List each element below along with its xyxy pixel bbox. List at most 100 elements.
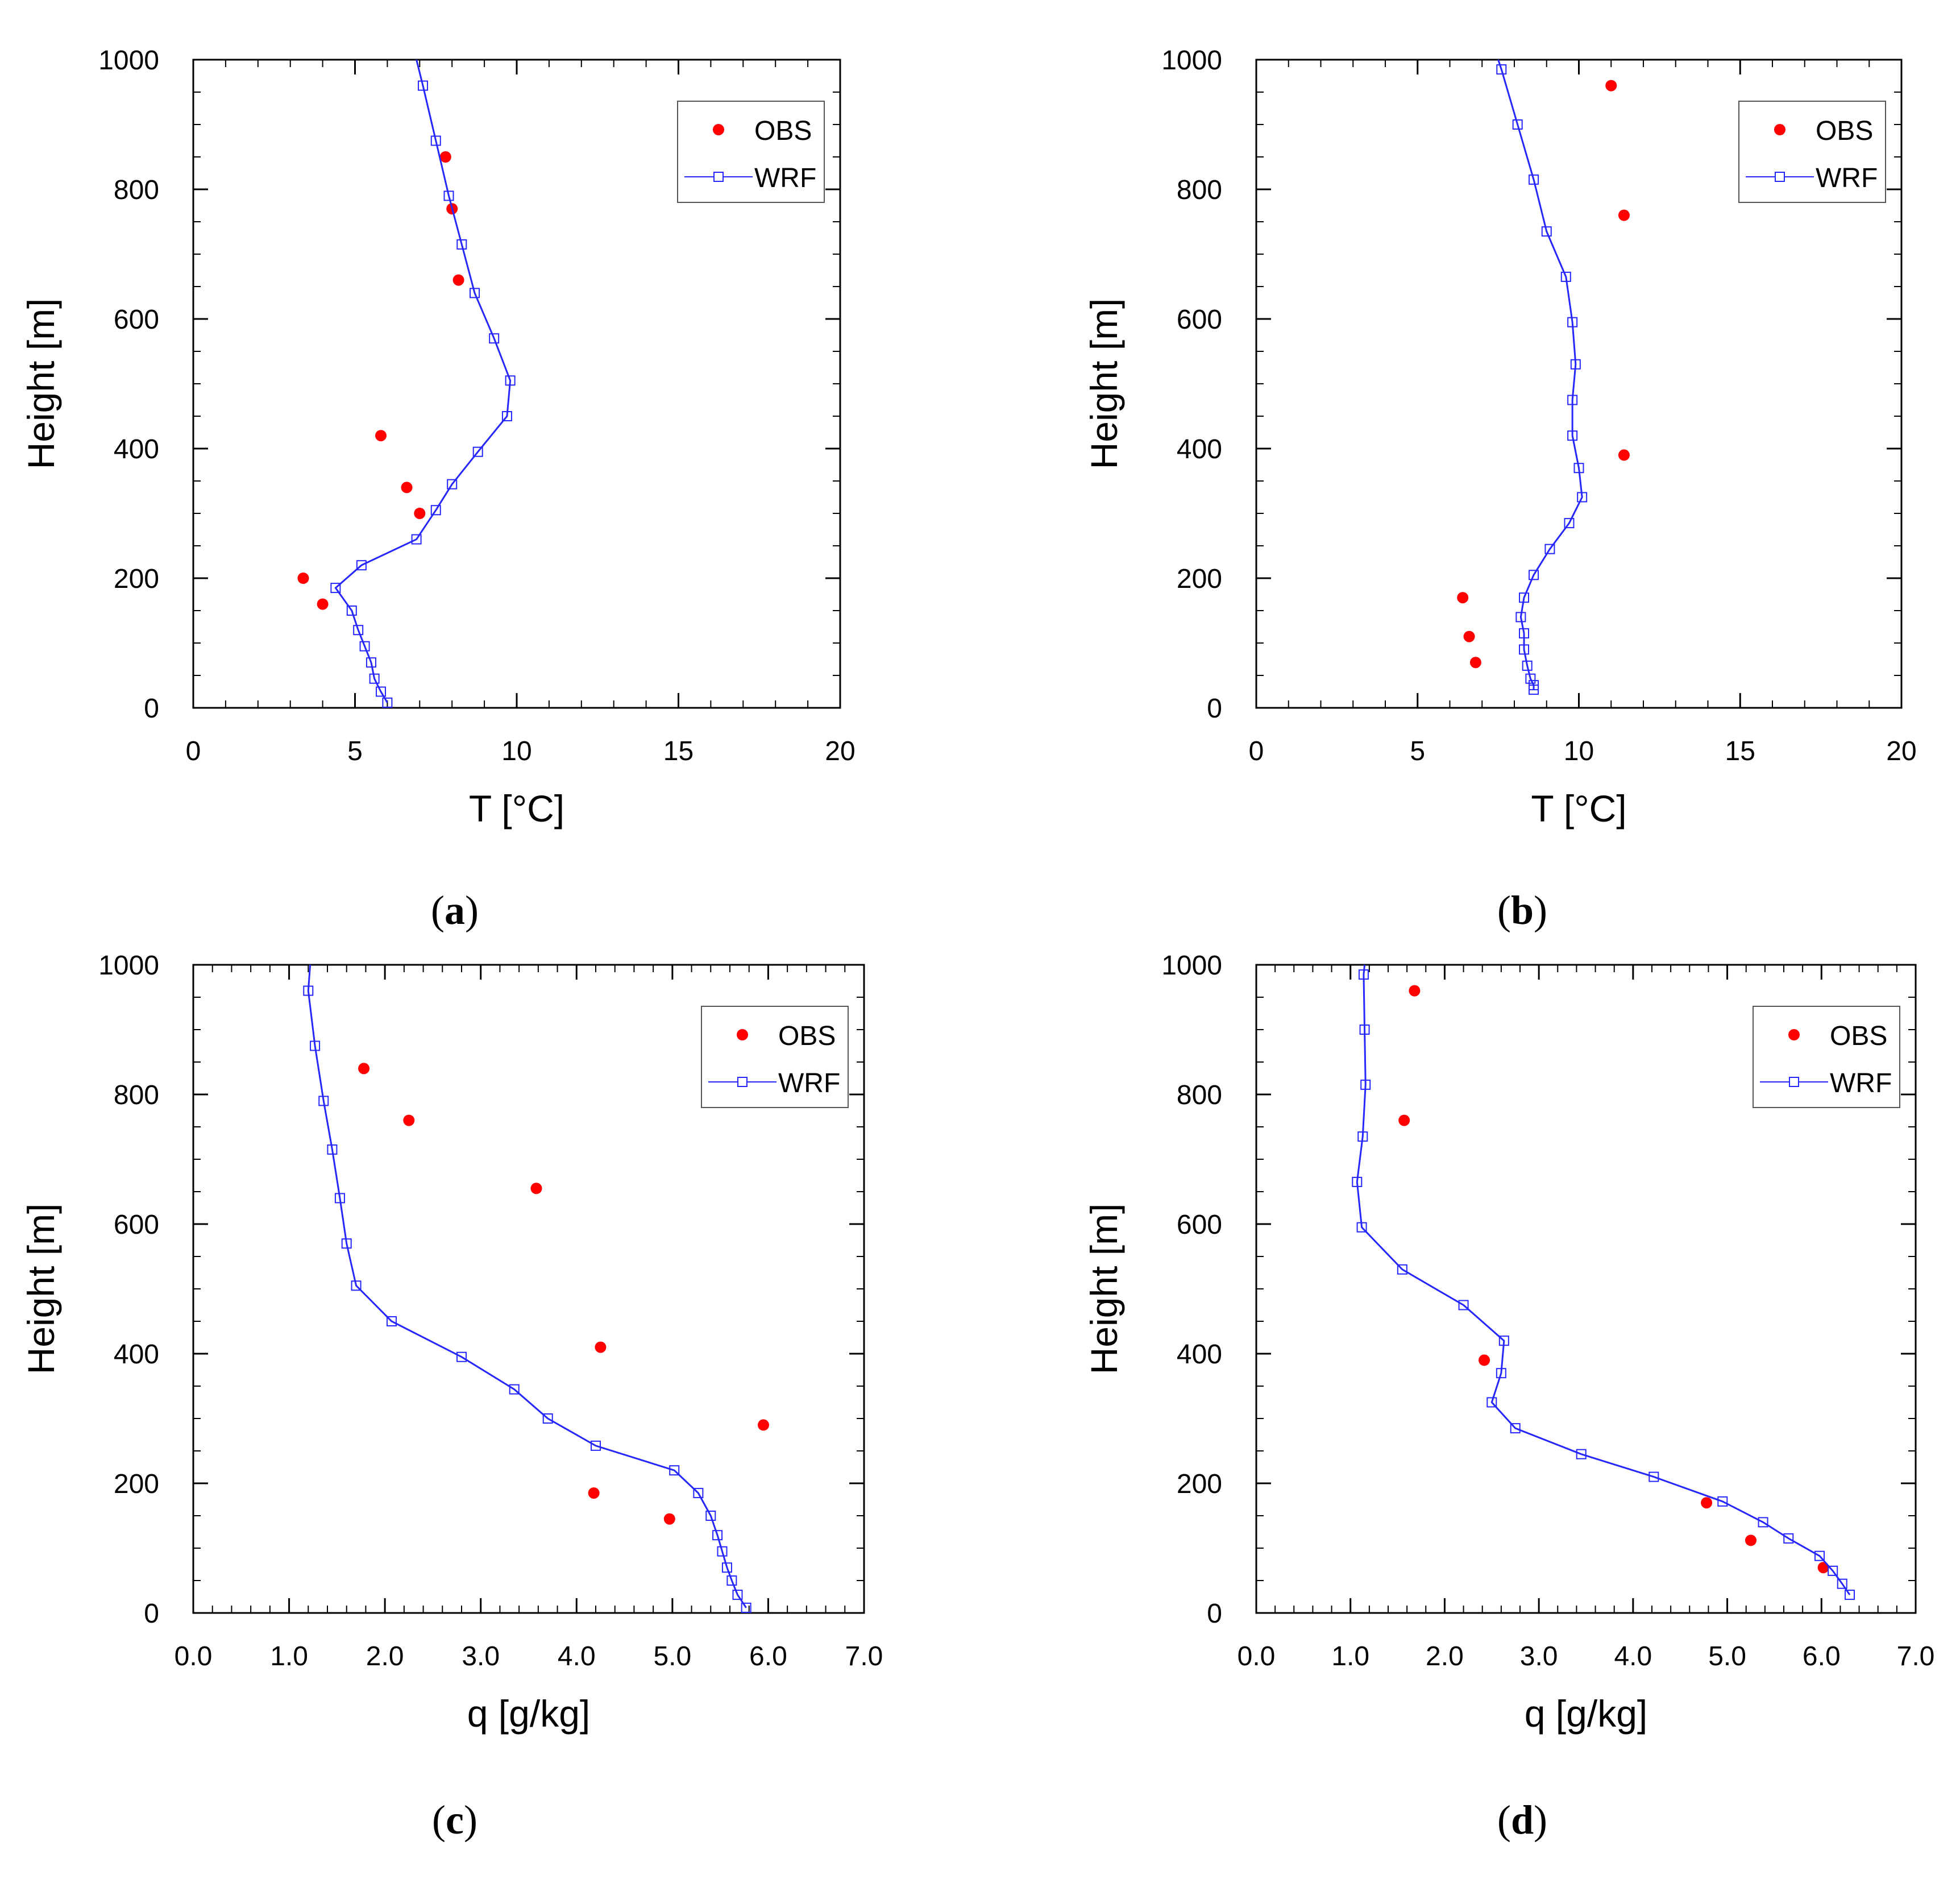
wrf-marker [330,583,341,594]
wrf-marker [1576,1449,1587,1459]
wrf-marker [1577,492,1588,503]
wrf-marker [489,333,500,344]
wrf-marker [334,1193,345,1204]
panel-d: 0.0 1.0 2.0 3.0 4.0 5.0 6.0 7.0 0 200 400 600 800 100… [1083,951,1934,1843]
x-tick-label: 5.0 [653,1641,691,1672]
obs-point [1701,1497,1713,1509]
x-tick-label: 15 [1725,736,1755,766]
x-tick-label: 7.0 [1897,1641,1935,1672]
panel-label-close: ) [464,1797,477,1843]
wrf-marker [310,1040,321,1051]
panel-c: 0.0 1.0 2.0 3.0 4.0 5.0 6.0 7.0 0 200 400 600 800 100… [20,951,883,1843]
wrf-marker [717,1546,728,1557]
panel-label: (c) [432,1797,477,1843]
wrf-marker [1496,64,1507,75]
wrf-marker [356,560,367,571]
wrf-marker [1567,430,1578,441]
wrf-marker [1758,1517,1768,1528]
panel-label: (a) [431,887,479,933]
legend-wrf-marker [1775,172,1785,182]
obs-point [317,598,329,610]
wrf-marker [712,1530,723,1541]
wrf-marker [411,534,422,545]
wrf-marker [721,1562,732,1573]
obs-point [1469,657,1481,669]
wrf-marker [369,673,380,684]
legend-wrf-marker [1789,1077,1799,1087]
wrf-marker [1486,1397,1497,1408]
obs-point [1817,1562,1829,1574]
x-tick-label: 20 [825,736,855,766]
wrf-marker [366,657,376,668]
wrf-marker [509,1384,520,1395]
obs-point [297,573,309,584]
y-tick-label: 600 [1177,305,1222,335]
obs-point [758,1419,769,1431]
x-tick-label: 2.0 [366,1641,404,1672]
obs-point [1745,1534,1756,1546]
y-tick-label: 0 [1207,1599,1222,1629]
legend-obs-marker [737,1029,748,1040]
wrf-marker [1814,1550,1825,1561]
wrf-marker [1529,570,1539,580]
legend-box [677,101,825,203]
obs-point [401,482,413,493]
panel-label-letter: a [445,887,465,933]
obs-point [1463,631,1475,642]
y-tick-label: 400 [114,1339,159,1370]
wrf-marker [417,80,428,91]
wrf-marker [1512,119,1523,130]
obs-point [530,1183,542,1194]
wrf-marker [1564,518,1575,529]
legend-obs-label: OBS [778,1021,836,1051]
wrf-marker [705,1511,716,1521]
wrf-marker [1519,644,1530,655]
wrf-marker [318,1096,329,1106]
x-axis-label: q [g/kg] [1525,1693,1647,1735]
obs-point [439,151,451,163]
panel-label-close: ) [1534,887,1547,933]
y-tick-label: 1000 [98,45,159,76]
y-tick-label: 800 [114,1080,159,1110]
legend-obs-label: OBS [754,116,812,146]
obs-point [358,1063,370,1075]
wrf-marker [1352,1176,1363,1187]
x-tick-label: 1.0 [270,1641,308,1672]
wrf-marker [1560,271,1571,282]
panel-label-open: ( [431,887,445,933]
x-tick-label: 7.0 [845,1641,883,1672]
x-tick-label: 3.0 [1520,1641,1558,1672]
obs-point [1605,80,1617,92]
y-axis-label: Height [m] [20,1204,62,1375]
wrf-marker [1496,1368,1506,1379]
legend-wrf-marker [737,1077,748,1087]
wrf-marker [1573,463,1584,474]
obs-point [588,1487,600,1499]
x-tick-label: 1.0 [1331,1641,1369,1672]
wrf-marker [430,505,441,516]
wrf-marker [1570,359,1581,370]
wrf-marker [1458,1300,1469,1310]
y-tick-label: 800 [1177,175,1222,205]
y-tick-label: 800 [1177,1080,1222,1110]
legend-obs-marker [1774,124,1785,135]
legend-wrf-marker [713,172,724,182]
x-tick-label: 15 [663,736,694,766]
y-axis-label: Height [m] [20,298,62,470]
obs-point [1479,1354,1490,1366]
x-tick-label: 4.0 [558,1641,596,1672]
wrf-marker [327,1144,338,1155]
y-axis-label: Height [m] [1083,298,1125,470]
panel-label-open: ( [1497,1797,1511,1843]
wrf-marker [341,1238,352,1249]
y-axis-label: Height [m] [1083,1204,1125,1375]
wrf-line [334,59,512,703]
x-tick-label: 4.0 [1614,1641,1652,1672]
legend-box [701,1006,849,1108]
obs-point [595,1341,607,1353]
x-tick-label: 0 [1249,736,1264,766]
panel-label: (b) [1497,887,1547,933]
